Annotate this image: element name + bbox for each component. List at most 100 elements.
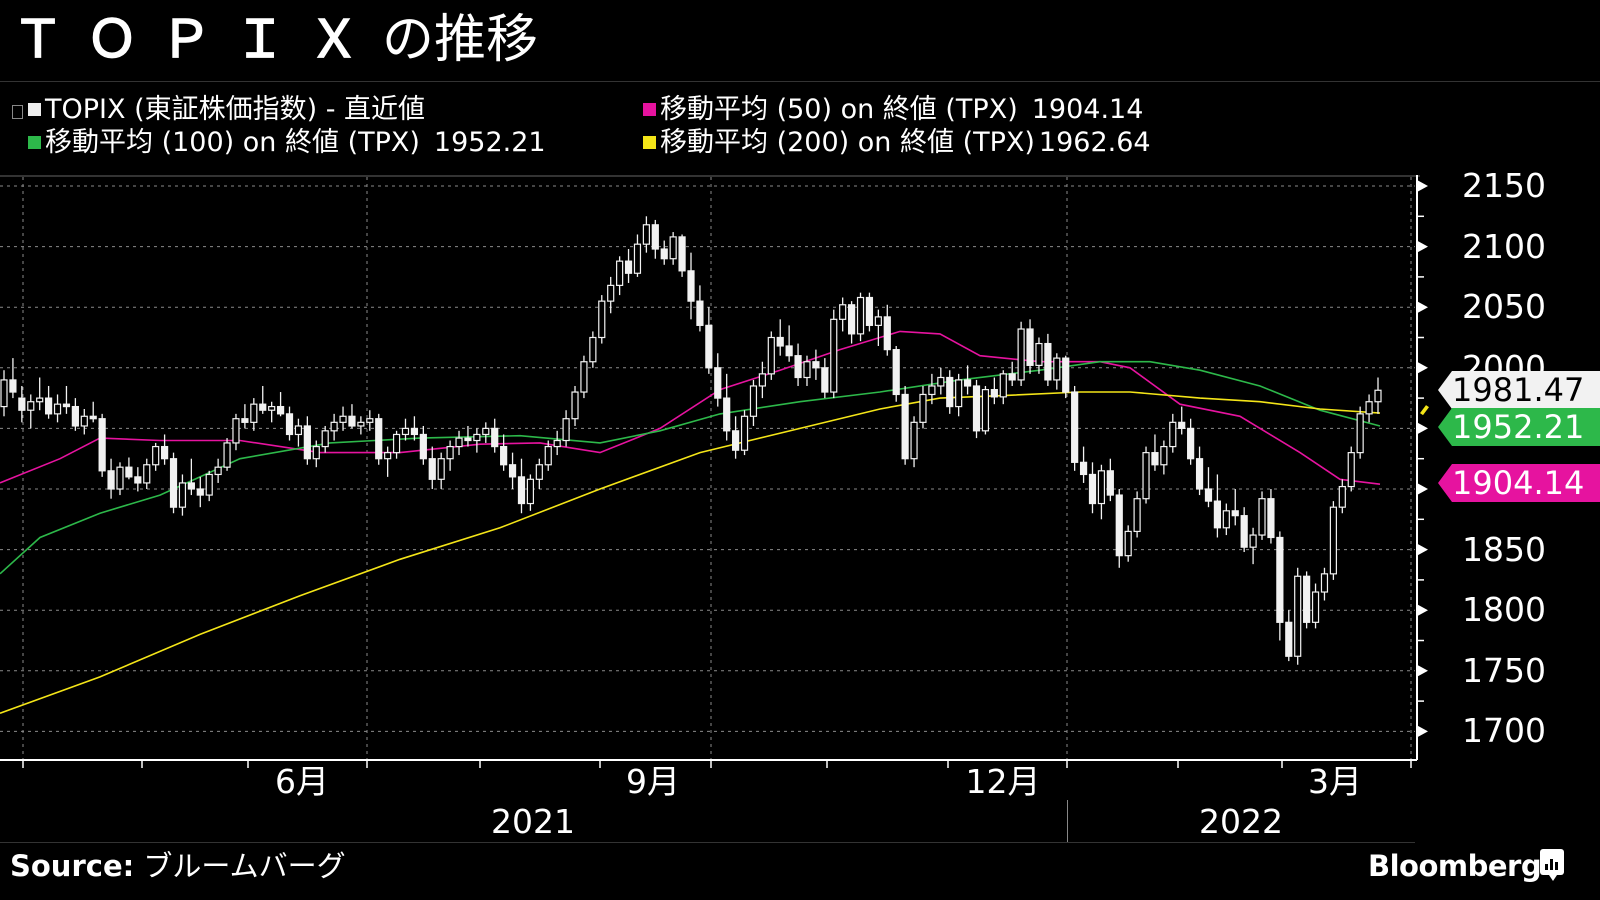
candle (62, 403, 71, 408)
candle (1160, 445, 1168, 466)
candle (633, 243, 642, 274)
candle (366, 418, 374, 423)
header-divider (0, 81, 1600, 82)
legend-value: 1952.21 (433, 127, 546, 158)
candle (1008, 373, 1016, 381)
candle (410, 427, 419, 436)
candle (669, 236, 677, 260)
candle (223, 442, 231, 468)
candle (339, 415, 347, 423)
candle (98, 418, 106, 472)
candle (116, 466, 124, 490)
legend-label: 移動平均 (200) on 終値 (TPX) (660, 127, 1035, 158)
candle (89, 415, 97, 420)
candle (1267, 498, 1275, 539)
candle (535, 464, 543, 480)
candle (392, 433, 401, 454)
candle (508, 464, 517, 478)
candle (36, 397, 44, 403)
candle (303, 425, 311, 460)
legend-label: 移動平均 (50) on 終値 (TPX) (660, 94, 1018, 125)
y-tick-label: 2150 (1462, 166, 1546, 205)
candle (446, 445, 454, 460)
ma50-value-tag: 1904.14 (1438, 464, 1600, 502)
candle (767, 336, 775, 375)
candle (18, 397, 26, 411)
candle (883, 316, 891, 351)
legend-item-ma50: 移動平均 (50) on 終値 (TPX) 1904.14 (643, 94, 1143, 126)
title-jp: の推移 (382, 10, 539, 70)
candle (526, 478, 535, 505)
candle (437, 458, 445, 480)
candle (1329, 506, 1337, 575)
y-tick-marker (1417, 180, 1428, 192)
candle (732, 430, 740, 451)
candle (1249, 534, 1257, 548)
candle (776, 336, 784, 347)
ma100-value-tag: 1952.21 (1438, 408, 1600, 446)
y-tick-marker (1417, 604, 1428, 617)
candle (357, 421, 365, 427)
candle (321, 430, 329, 448)
legend-swatch-ma50 (643, 103, 656, 116)
moving-average-line (0, 360, 1381, 575)
candle (1097, 470, 1106, 505)
candle (928, 385, 936, 396)
legend-item-ma200: 移動平均 (200) on 終値 (TPX) 1962.64 (643, 127, 1151, 159)
y-tick-marker (1417, 483, 1428, 495)
candle (196, 488, 204, 496)
legend-collapse-icon[interactable] (12, 105, 23, 119)
candle (143, 464, 151, 484)
candle (491, 427, 499, 448)
candle (517, 476, 526, 505)
candle (375, 418, 383, 460)
candle (1356, 413, 1364, 454)
candle (1258, 498, 1266, 536)
legend-value: 1962.64 (1038, 127, 1151, 158)
candle (232, 418, 240, 444)
candle (687, 270, 695, 302)
candle (642, 224, 650, 245)
candle (1285, 621, 1293, 657)
source-value: ブルームバーグ (134, 849, 346, 883)
candle (616, 260, 624, 286)
candle (259, 403, 267, 411)
candle (678, 236, 686, 272)
candle (80, 415, 88, 427)
legend-value: 1904.14 (1031, 94, 1144, 125)
legend-swatch-topix (28, 103, 41, 116)
candle (847, 304, 856, 335)
candle (1071, 391, 1079, 463)
candle (1044, 342, 1052, 381)
candle (107, 470, 115, 490)
candle (972, 385, 981, 432)
candle (384, 452, 392, 460)
candle (1151, 452, 1159, 466)
candle (705, 324, 713, 369)
candle (1062, 357, 1070, 393)
candle (553, 439, 561, 448)
candle (178, 482, 187, 508)
candle (812, 361, 820, 369)
y-tick-label: 2100 (1462, 226, 1546, 266)
candle (125, 466, 133, 478)
candle (749, 385, 758, 417)
candle (910, 421, 918, 460)
candle (464, 437, 472, 442)
y-tick-marker (1417, 422, 1428, 435)
legend-swatch-ma200 (643, 136, 656, 149)
candle (794, 355, 802, 379)
candle (580, 361, 588, 393)
candle (1195, 458, 1204, 490)
candle (1088, 473, 1097, 505)
candle (1294, 575, 1302, 657)
candle (1365, 401, 1373, 415)
candle (651, 224, 659, 250)
candle (1338, 485, 1346, 508)
candle (740, 415, 749, 451)
candle (1178, 421, 1186, 429)
candle (152, 445, 160, 466)
candle (990, 389, 998, 398)
candle (1320, 573, 1329, 593)
